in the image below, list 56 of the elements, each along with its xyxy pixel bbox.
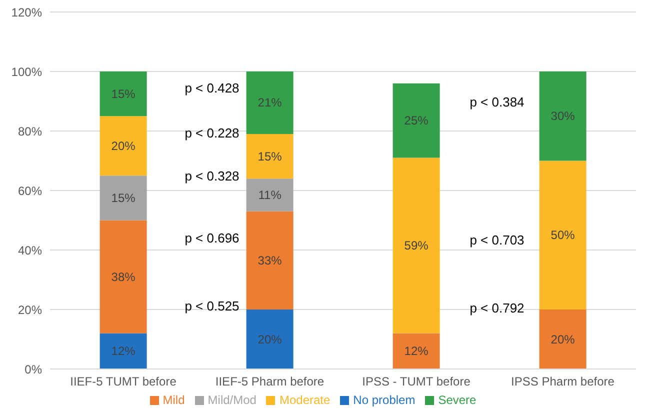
data-label: 11% [258, 188, 282, 202]
bar [539, 72, 586, 161]
y-tick-label: 40% [18, 243, 42, 258]
legend-label: Moderate [279, 393, 330, 407]
annotation: p < 0.428 [184, 80, 240, 96]
annotation: p < 0.703 [470, 232, 524, 248]
annotation: p < 0.525 [184, 298, 240, 314]
bar [539, 310, 586, 369]
data-label: 25% [404, 114, 429, 128]
y-tick-label: 80% [18, 124, 42, 138]
y-tick-label: 20% [18, 302, 42, 317]
bar [392, 333, 440, 369]
bar [246, 72, 294, 134]
data-label: 15% [111, 86, 136, 101]
data-label: 20% [258, 332, 282, 346]
annotation: p < 0.792 [470, 300, 524, 316]
bar [539, 160, 586, 310]
annotation: p < 0.696 [184, 230, 240, 246]
data-label: 59% [404, 238, 429, 253]
annotation: p < 0.228 [184, 126, 240, 140]
bar [246, 310, 294, 369]
bar [100, 116, 147, 176]
annotation: p < 0.328 [184, 168, 240, 184]
bar [246, 134, 294, 179]
bar [100, 176, 147, 220]
x-tick-label: IPSS - TUMT before [362, 374, 471, 389]
y-tick-label: 0% [24, 362, 42, 376]
data-label: 12% [111, 344, 136, 358]
legend-label: Mild/Mod [208, 393, 256, 407]
annotation: p < 0.384 [470, 94, 524, 110]
legend-label: Severe [438, 393, 476, 407]
data-label: 20% [550, 332, 576, 346]
y-tick-label: 60% [18, 184, 42, 198]
data-label: 33% [258, 253, 282, 268]
bar [246, 178, 294, 212]
y-tick-label: 120% [11, 5, 42, 20]
bar [246, 211, 294, 310]
data-label: 15% [258, 149, 282, 164]
x-tick-label: IIEF-5 TUMT before [70, 374, 177, 389]
bar [100, 72, 147, 116]
data-label: 30% [550, 109, 576, 124]
data-label: 21% [258, 96, 282, 110]
legend-label: Mild [162, 393, 185, 407]
x-tick-label: IIEF-5 Pharm before [215, 374, 324, 389]
data-label: 12% [404, 344, 429, 358]
legend-label: No problem [353, 393, 416, 407]
data-label: 15% [111, 190, 136, 205]
x-tick-label: IPSS Pharm before [511, 374, 615, 389]
data-label: 20% [111, 138, 136, 153]
bar [100, 220, 147, 334]
bar [392, 158, 440, 334]
data-label: 50% [550, 228, 576, 242]
bar [100, 333, 147, 369]
bar [392, 83, 440, 158]
data-label: 38% [111, 270, 136, 284]
y-tick-label: 100% [11, 64, 42, 79]
